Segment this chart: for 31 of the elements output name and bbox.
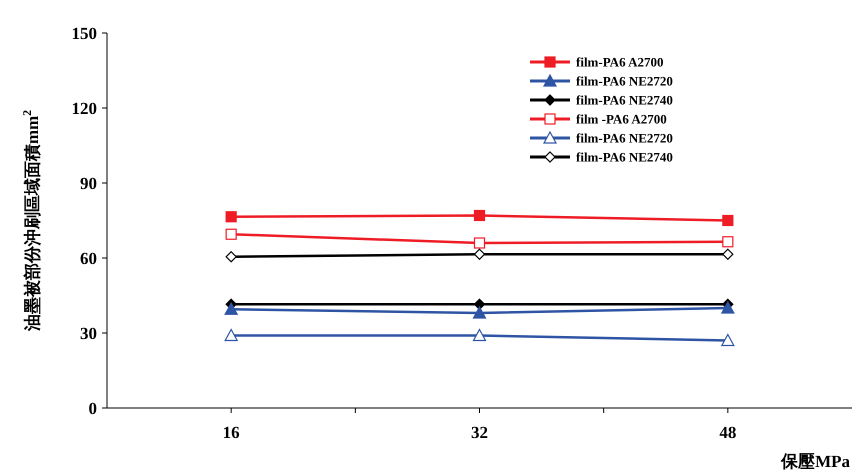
x-tick-label: 48 bbox=[719, 423, 736, 442]
point bbox=[226, 211, 237, 222]
y-tick-label: 30 bbox=[80, 324, 97, 343]
y-tick-label: 0 bbox=[88, 398, 97, 418]
x-axis-title: 保壓MPa bbox=[780, 452, 850, 471]
point bbox=[722, 236, 734, 248]
legend-label: film-PA6 NE2720 bbox=[576, 74, 673, 89]
point bbox=[722, 214, 734, 226]
point bbox=[721, 334, 734, 346]
legend-label: film-PA6 A2700 bbox=[576, 54, 664, 70]
point bbox=[722, 248, 734, 260]
x-tick-label: 32 bbox=[471, 423, 488, 442]
point bbox=[224, 328, 238, 342]
legend-label: film-PA6 NE2740 bbox=[576, 92, 673, 108]
y-tick-label: 90 bbox=[80, 174, 97, 193]
legend-label: film-PA6 NE2720 bbox=[576, 130, 673, 146]
x-tick-label: 16 bbox=[222, 423, 240, 442]
y-tick-label: 150 bbox=[72, 24, 97, 43]
point bbox=[224, 302, 238, 315]
point bbox=[226, 228, 237, 240]
y-tick-label: 60 bbox=[80, 248, 97, 268]
point bbox=[474, 210, 486, 222]
y-tick-label: 120 bbox=[72, 98, 97, 118]
point bbox=[472, 328, 486, 342]
point bbox=[474, 237, 486, 249]
point bbox=[226, 251, 237, 262]
point bbox=[472, 306, 486, 319]
point bbox=[474, 248, 486, 260]
point bbox=[721, 301, 734, 314]
legend-label: film-PA6 NE2740 bbox=[576, 150, 673, 165]
legend-label: film -PA6 A2700 bbox=[576, 112, 667, 127]
